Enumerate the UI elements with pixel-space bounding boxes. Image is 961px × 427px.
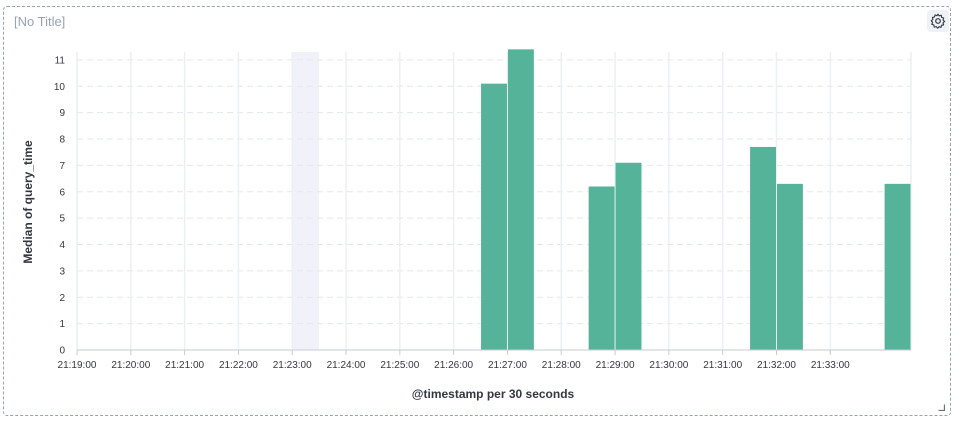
x-tick-label: 21:21:00 bbox=[165, 360, 204, 371]
x-tick-label: 21:32:00 bbox=[757, 360, 796, 371]
x-tick-label: 21:30:00 bbox=[649, 360, 688, 371]
y-tick-label: 10 bbox=[54, 82, 66, 93]
y-tick-label: 2 bbox=[59, 293, 65, 304]
x-tick-label: 21:23:00 bbox=[273, 360, 312, 371]
grid bbox=[76, 52, 912, 350]
x-tick-label: 21:29:00 bbox=[596, 360, 635, 371]
x-tick-label: 21:31:00 bbox=[703, 360, 742, 371]
x-tick-label: 21:24:00 bbox=[327, 360, 366, 371]
x-tick-label: 21:22:00 bbox=[219, 360, 258, 371]
bar bbox=[776, 183, 803, 350]
y-tick-label: 3 bbox=[59, 266, 65, 277]
y-tick-label: 7 bbox=[59, 161, 65, 172]
y-tick-label: 5 bbox=[59, 214, 65, 225]
bars bbox=[481, 49, 911, 351]
panel-title: [No Title] bbox=[14, 14, 66, 29]
time-highlight-band bbox=[292, 52, 320, 350]
y-tick-label: 4 bbox=[59, 240, 65, 251]
y-axis-ticks: 0 1 2 3 4 5 6 7 8 9 10 11 bbox=[54, 55, 66, 356]
x-tick-label: 21:19:00 bbox=[58, 360, 97, 371]
bar bbox=[481, 83, 507, 350]
y-tick-label: 8 bbox=[59, 135, 65, 146]
x-axis-title: @timestamp per 30 seconds bbox=[412, 387, 575, 401]
bar bbox=[615, 162, 642, 350]
x-tick-label: 21:33:00 bbox=[811, 360, 850, 371]
x-tick-label: 21:25:00 bbox=[380, 360, 419, 371]
bar bbox=[588, 186, 615, 350]
y-tick-label: 6 bbox=[59, 187, 65, 198]
y-tick-label: 1 bbox=[59, 319, 65, 330]
x-tick-label: 21:20:00 bbox=[111, 360, 150, 371]
gear-icon bbox=[930, 13, 946, 29]
y-tick-label: 9 bbox=[59, 108, 65, 119]
y-tick-label: 11 bbox=[55, 55, 66, 66]
bar bbox=[884, 183, 911, 350]
x-tick-label: 21:27:00 bbox=[488, 360, 527, 371]
bar bbox=[507, 49, 534, 351]
resize-handle-icon[interactable] bbox=[938, 404, 945, 411]
x-axis-ticks: 21:19:00 21:20:00 21:21:00 21:22:00 21:23:00… bbox=[58, 350, 850, 371]
y-axis-title: Median of query_time bbox=[21, 140, 35, 264]
x-tick-label: 21:28:00 bbox=[542, 360, 581, 371]
y-tick-label: 0 bbox=[59, 346, 65, 357]
bar bbox=[750, 146, 776, 350]
panel-settings-button[interactable] bbox=[927, 10, 949, 32]
x-tick-label: 21:26:00 bbox=[434, 360, 473, 371]
